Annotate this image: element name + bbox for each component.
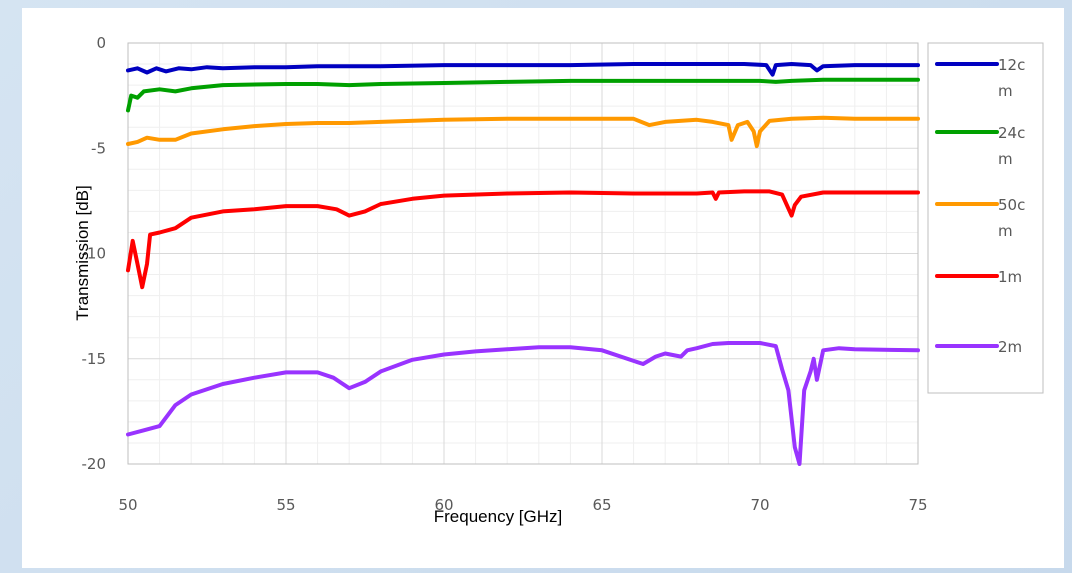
x-tick-label: 50 [118,496,137,514]
y-axis-title: Transmission [dB] [73,185,92,320]
x-tick-label: 60 [434,496,453,514]
series-line-2m [126,341,920,466]
legend-box [927,42,1044,394]
legend: 12c m 24c m 50c m 1m 2m [935,56,1025,356]
y-axis-tick-labels: 0 -5 -10 -15 -20 [82,34,107,473]
series-layer [126,62,920,466]
legend-label-2m: 2m [998,338,1022,356]
chart-card: 50 55 60 65 70 75 0 -5 -10 -15 -20 Frequency [GHz… [22,8,1064,568]
y-tick-label: 0 [96,34,106,52]
legend-label-1m: 1m [998,268,1022,286]
series-line-12cm [126,62,920,77]
series-line-24cm [126,77,920,113]
x-tick-label: 65 [592,496,611,514]
y-tick-label: -10 [82,245,107,263]
legend-label-50cm: 50c [998,196,1025,214]
legend-label-24cm: 24c [998,124,1025,142]
y-tick-label: -20 [82,455,107,473]
x-tick-label: 55 [276,496,295,514]
y-tick-label: -15 [82,350,107,368]
legend-label-50cm: m [998,222,1013,240]
legend-label-24cm: m [998,150,1013,168]
series-line-1m [126,189,920,290]
line-chart: 50 55 60 65 70 75 0 -5 -10 -15 -20 Frequency [GHz… [73,34,1044,526]
series-line-50cm [126,115,920,149]
legend-label-12cm: m [998,82,1013,100]
x-tick-label: 70 [750,496,769,514]
x-axis-tick-labels: 50 55 60 65 70 75 [118,496,927,514]
x-axis-title: Frequency [GHz] [434,507,563,526]
x-tick-label: 75 [908,496,927,514]
legend-label-12cm: 12c [998,56,1025,74]
y-tick-label: -5 [91,139,106,157]
plot-area-frame [127,42,919,465]
